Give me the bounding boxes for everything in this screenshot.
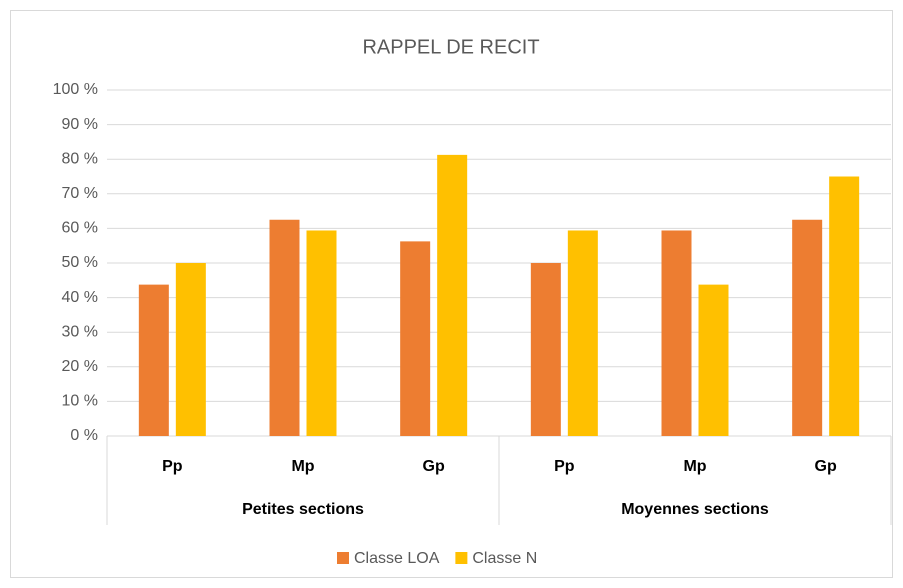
bar [698,284,729,436]
bar [437,154,468,436]
y-tick-label: 100 % [53,81,98,98]
x-tick-label: Mp [291,458,314,475]
bar [530,263,561,436]
y-tick-label: 70 % [62,185,98,202]
bar [792,219,823,436]
x-tick-label: Gp [423,458,445,475]
y-tick-label: 0 % [70,427,98,444]
y-tick-label: 30 % [62,323,98,340]
group-label: Petites sections [242,501,364,518]
y-tick-label: 10 % [62,393,98,410]
y-tick-label: 40 % [62,289,98,306]
group-label: Moyennes sections [621,501,769,518]
chart-title: RAPPEL DE RECIT [362,36,539,58]
legend-swatch [337,552,349,564]
y-tick-label: 60 % [62,220,98,237]
x-tick-label: Gp [815,458,837,475]
x-tick-label: Pp [554,458,575,475]
x-tick-label: Mp [683,458,706,475]
y-tick-label: 90 % [62,116,98,133]
legend-swatch [455,552,468,564]
y-tick-label: 80 % [62,150,98,167]
bar [661,230,692,436]
x-tick-label: Pp [162,458,183,475]
y-tick-label: 20 % [62,358,98,375]
bar [269,219,300,436]
bar [306,230,337,436]
bar [567,230,598,436]
y-tick-label: 50 % [62,254,98,271]
bar [175,263,206,436]
bar [138,284,169,436]
legend-label: Classe N [472,550,537,567]
legend-label: Classe LOA [354,550,440,567]
bar [829,176,860,436]
bar [400,241,431,436]
